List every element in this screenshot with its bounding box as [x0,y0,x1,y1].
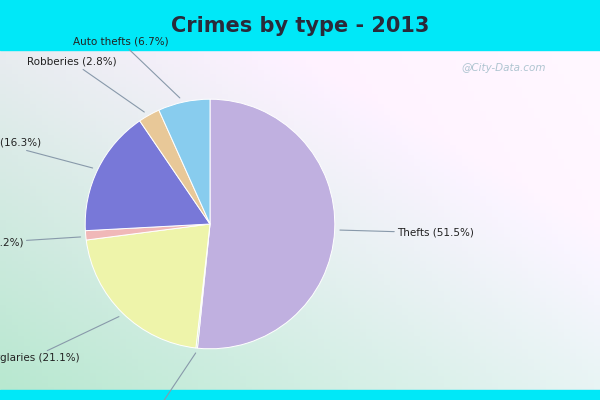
Text: Rapes (1.2%): Rapes (1.2%) [0,237,80,248]
Wedge shape [196,224,210,348]
Text: Assaults (16.3%): Assaults (16.3%) [0,138,92,168]
Text: Burglaries (21.1%): Burglaries (21.1%) [0,317,119,364]
Wedge shape [140,110,210,224]
Wedge shape [85,121,210,231]
Text: Crimes by type - 2013: Crimes by type - 2013 [171,16,429,36]
Text: Thefts (51.5%): Thefts (51.5%) [340,228,474,238]
Bar [0,390,600,400]
Text: Robberies (2.8%): Robberies (2.8%) [27,57,145,112]
Wedge shape [159,99,210,224]
Bar [0,0,600,50]
Text: Arson (0.2%): Arson (0.2%) [124,353,196,400]
Text: Auto thefts (6.7%): Auto thefts (6.7%) [73,36,180,98]
Wedge shape [85,224,210,240]
Wedge shape [197,99,335,349]
Text: @City-Data.com: @City-Data.com [462,63,546,73]
Wedge shape [86,224,210,348]
